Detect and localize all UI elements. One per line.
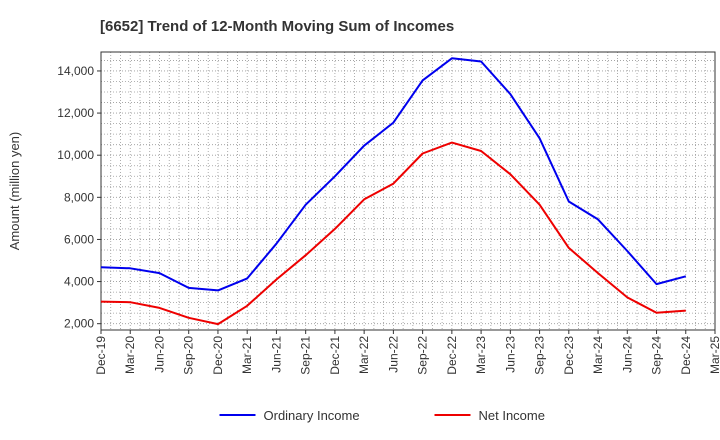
x-tick-label: Sep-24 bbox=[650, 336, 664, 375]
legend-label-net-income: Net Income bbox=[479, 408, 545, 423]
x-tick-label: Mar-21 bbox=[240, 336, 254, 374]
x-tick-label: Mar-20 bbox=[123, 336, 137, 374]
x-tick-label: Mar-23 bbox=[474, 336, 488, 374]
x-tick-label: Dec-23 bbox=[562, 336, 576, 375]
x-tick-label: Sep-22 bbox=[416, 336, 430, 375]
y-tick-label: 2,000 bbox=[64, 317, 94, 331]
x-tick-label: Jun-20 bbox=[152, 336, 166, 373]
legend-label-ordinary-income: Ordinary Income bbox=[264, 408, 360, 423]
y-tick-label: 4,000 bbox=[64, 275, 94, 289]
plot-area: 2,000 4,000 6,000 8,000 10,000 12,000 14,000 De… bbox=[57, 51, 720, 375]
x-tick-label: Jun-23 bbox=[503, 336, 517, 373]
x-tick-label: Sep-21 bbox=[299, 336, 313, 375]
x-tick-label: Jun-21 bbox=[269, 336, 283, 373]
x-tick-label: Mar-22 bbox=[357, 336, 371, 374]
y-axis-label: Amount (million yen) bbox=[7, 132, 22, 251]
y-tick-label: 12,000 bbox=[57, 106, 94, 120]
y-tick-label: 14,000 bbox=[57, 64, 94, 78]
x-tick-label: Dec-20 bbox=[211, 336, 225, 375]
y-tick-label: 6,000 bbox=[64, 232, 94, 246]
chart-title: [6652] Trend of 12-Month Moving Sum of I… bbox=[100, 18, 454, 35]
x-tick-label: Mar-24 bbox=[591, 336, 605, 374]
x-tick-label: Sep-20 bbox=[182, 336, 196, 375]
x-tick-label: Jun-24 bbox=[620, 336, 634, 373]
x-tick-label: Sep-23 bbox=[533, 336, 547, 375]
x-tick-label: Dec-21 bbox=[328, 336, 342, 375]
x-tick-label: Dec-24 bbox=[679, 336, 693, 375]
x-tick-label: Dec-19 bbox=[94, 336, 108, 375]
series-line-ordinary-income bbox=[100, 57, 687, 292]
y-tick-label: 10,000 bbox=[57, 148, 94, 162]
x-tick-label: Jun-22 bbox=[386, 336, 400, 373]
series-line-net-income bbox=[100, 141, 686, 326]
x-tick-label: Dec-22 bbox=[445, 336, 459, 375]
legend: Ordinary Income Net Income bbox=[219, 408, 545, 423]
x-tick-label: Mar-25 bbox=[708, 336, 720, 374]
plot-border bbox=[100, 51, 716, 331]
plot-background bbox=[101, 52, 715, 330]
y-tick-label: 8,000 bbox=[64, 190, 94, 204]
